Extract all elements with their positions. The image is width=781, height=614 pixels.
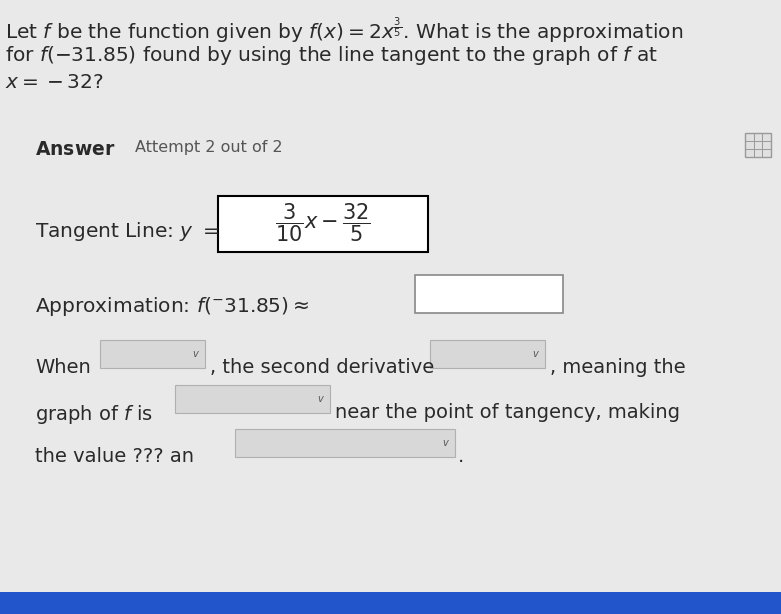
FancyBboxPatch shape — [430, 340, 545, 368]
Text: $\dfrac{3}{10}x - \dfrac{32}{5}$: $\dfrac{3}{10}x - \dfrac{32}{5}$ — [275, 201, 371, 244]
Bar — [0, 592, 781, 614]
FancyBboxPatch shape — [745, 133, 771, 157]
FancyBboxPatch shape — [218, 196, 428, 252]
Text: the value ??? an: the value ??? an — [35, 447, 194, 466]
Text: v: v — [192, 349, 198, 359]
Text: v: v — [532, 349, 538, 359]
FancyBboxPatch shape — [235, 429, 455, 457]
Text: Attempt 2 out of 2: Attempt 2 out of 2 — [135, 140, 283, 155]
Text: $\mathbf{Answer}$: $\mathbf{Answer}$ — [35, 140, 116, 159]
Text: near the point of tangency, making: near the point of tangency, making — [335, 403, 680, 422]
Text: .: . — [458, 447, 464, 466]
Text: When: When — [35, 358, 91, 377]
Text: Tangent Line: $y\ =$: Tangent Line: $y\ =$ — [35, 220, 219, 243]
Text: , the second derivative: , the second derivative — [210, 358, 434, 377]
Text: v: v — [317, 394, 323, 404]
Text: Approximation: $f(^{-}31.85) \approx$: Approximation: $f(^{-}31.85) \approx$ — [35, 295, 309, 318]
Text: v: v — [442, 438, 448, 448]
Text: Let $f$ be the function given by $f(x) = 2x^{\frac{3}{5}}$. What is the approxim: Let $f$ be the function given by $f(x) =… — [5, 15, 683, 45]
FancyBboxPatch shape — [100, 340, 205, 368]
Text: , meaning the: , meaning the — [550, 358, 686, 377]
FancyBboxPatch shape — [415, 275, 563, 313]
Text: graph of $f$ is: graph of $f$ is — [35, 403, 153, 426]
FancyBboxPatch shape — [175, 385, 330, 413]
Text: $x = -32$?: $x = -32$? — [5, 73, 104, 92]
Text: for $f(-31.85)$ found by using the line tangent to the graph of $f$ at: for $f(-31.85)$ found by using the line … — [5, 44, 658, 67]
